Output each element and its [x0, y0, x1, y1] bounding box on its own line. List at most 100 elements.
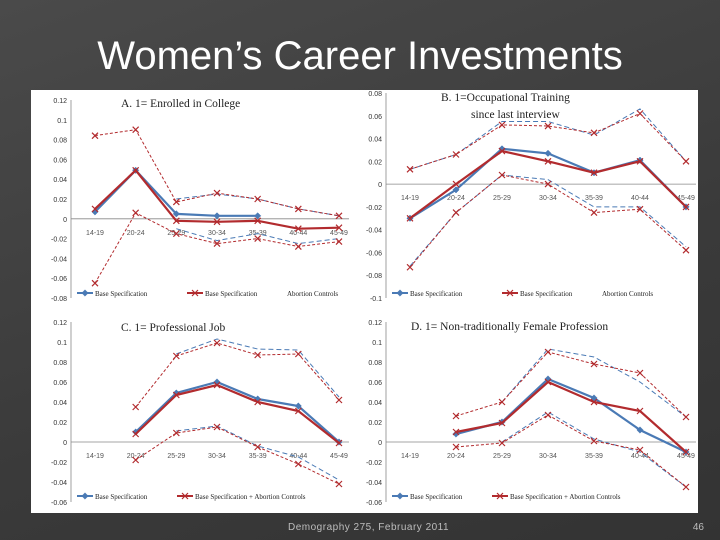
chart4-legend-abortion-marker	[496, 492, 504, 500]
chart1-ytick-label: 0.06	[53, 157, 67, 164]
chart3-abortion-ci-point	[335, 480, 343, 488]
chart2-ytick-label: 0	[378, 182, 382, 189]
chart1-legend-label: Base Specification	[205, 290, 258, 298]
chart3-series-line-abortion-ci	[135, 426, 340, 485]
chart2-ytick-label: -0.02	[366, 205, 382, 212]
chart1-abortion-point	[213, 218, 221, 226]
chart3-base-point	[294, 402, 302, 410]
chart4-abortion-ci-point	[498, 439, 506, 447]
chart1-series-line-abortion	[94, 168, 340, 230]
chart4-series-line-abortion	[455, 380, 687, 453]
chart3-abortion-ci-point	[213, 423, 221, 431]
chart3-abortion-ci-point	[172, 429, 180, 437]
chart4-ytick-label: 0.12	[368, 320, 382, 327]
chart4-x-tick-label: 14-19	[401, 453, 419, 460]
chart3-ytick-label: 0.04	[53, 400, 67, 407]
chart1-ytick-label: -0.04	[51, 256, 67, 263]
chart2-x-tick-label: 20-24	[447, 195, 465, 202]
chart3-abortion-point	[335, 439, 343, 447]
chart1-base-point	[172, 210, 180, 218]
chart2-abortion-ci-point	[544, 122, 552, 130]
chart4-abortion-point	[452, 428, 460, 436]
chart3-abortion-point	[213, 381, 221, 389]
chart3-x-tick-label: 45-49	[330, 453, 348, 460]
figure-panel: 0.12 0.1 0.08 0.06 0.04 0.02 0 -0.02 -0.04 -0.06 -…	[31, 90, 698, 513]
chart4-abortion-ci-point	[636, 369, 644, 377]
chart4-x-tick-label: 40-44	[631, 453, 649, 460]
chart3-abortion-ci-point	[172, 352, 180, 360]
chart4-abortion-ci-point	[452, 412, 460, 420]
chart2-ytick-label: -0.04	[366, 228, 382, 235]
chart2-abortion-ci-point	[452, 151, 460, 158]
chart2-abortion-ci-point	[682, 157, 690, 165]
chart3-ytick-label: -0.02	[51, 460, 67, 467]
chart2-legend-base-marker	[396, 289, 404, 297]
chart1-abortion-ci-point	[132, 209, 140, 217]
chart1-series-line-abortion-ci	[94, 212, 340, 284]
chart4-legend-base-marker	[396, 492, 404, 500]
chart4-ytick-label: 0.02	[368, 420, 382, 427]
chart2-abortion-ci-point	[406, 263, 414, 271]
chart4-abortion-ci-point	[590, 360, 598, 368]
chart4-ytick-label: 0	[378, 440, 382, 447]
chart3-ytick-label: 0.02	[53, 420, 67, 427]
chart2-abortion-point	[590, 169, 598, 177]
chart3-title: C. 1= Professional Job	[121, 322, 225, 334]
chart2-x-tick-label: 25-29	[493, 195, 511, 202]
chart4-series-line-abortion-ci	[455, 351, 687, 418]
chart4-legend-label: Base Specification + Abortion Controls	[510, 493, 621, 501]
chart4-x-tick-label: 35-39	[585, 453, 603, 460]
chart3-abortion-ci-point	[254, 351, 262, 359]
chart2-ytick-label: -0.1	[370, 296, 382, 303]
chart1-ytick-label: 0.04	[53, 177, 67, 184]
chart2-abortion-ci-point	[590, 129, 598, 137]
chart2-series-line-base-ci	[409, 174, 687, 267]
chart4-legend-label: Base Specification	[410, 493, 463, 501]
chart2-legend-label: Abortion Controls	[602, 290, 653, 298]
chart2-abortion-point	[636, 157, 644, 165]
chart2-title: B. 1=Occupational Training	[441, 92, 570, 104]
chart1-abortion-point	[294, 225, 302, 233]
chart4-abortion-point	[636, 407, 644, 415]
chart1-abortion-point	[172, 217, 180, 225]
chart1-abortion-ci-point	[132, 126, 140, 134]
chart2-x-tick-label: 35-39	[585, 195, 603, 202]
chart3-x-tick-label: 25-29	[167, 453, 185, 460]
chart3-legend-abortion-marker	[181, 492, 189, 500]
chart3-x-tick-label: 30-34	[208, 453, 226, 460]
chart3-x-tick-label: 40-44	[289, 453, 307, 460]
chart4-series-line-abortion-ci	[455, 414, 687, 488]
chart2-ytick-label: 0.06	[368, 114, 382, 121]
chart1-x-tick-label: 14-19	[86, 230, 104, 237]
chart2-abortion-point	[682, 203, 690, 211]
chart4-ytick-label: -0.04	[366, 480, 382, 487]
chart2-x-tick-label: 30-34	[539, 195, 557, 202]
chart4-ytick-label: 0.06	[368, 380, 382, 387]
chart2-abortion-ci-point	[498, 121, 506, 129]
chart4-series-line-base-ci	[501, 411, 687, 488]
chart4-title: D. 1= Non-traditionally Female Professio…	[411, 321, 608, 333]
chart2-subtitle: since last interview	[471, 109, 560, 121]
slide-title: Women’s Career Investments	[97, 34, 623, 78]
chart1-ytick-label: 0.1	[57, 118, 67, 125]
chart1-abortion-ci-point	[172, 230, 180, 238]
chart3-abortion-ci-point	[132, 403, 140, 411]
chart1-abortion-point	[335, 224, 343, 232]
chart4-x-tick-label: 20-24	[447, 453, 465, 460]
chart4-x-tick-label: 30-34	[539, 453, 557, 460]
chart1-series-line-base-ci	[176, 228, 340, 245]
chart3-abortion-ci-point	[213, 339, 221, 347]
chart4-ytick-label: -0.06	[366, 500, 382, 507]
chart1-base-point	[213, 212, 221, 220]
chart3-ytick-label: 0.08	[53, 360, 67, 367]
chart4-ytick-label: 0.04	[368, 400, 382, 407]
page-number: 46	[692, 522, 704, 533]
chart2-base-point	[452, 186, 460, 194]
chart2-base-point	[544, 149, 552, 157]
chart4-abortion-point	[498, 419, 506, 427]
chart1-abortion-point	[132, 166, 140, 174]
chart1-abortion-ci-point	[335, 238, 343, 245]
chart1-ytick-label: -0.08	[51, 296, 67, 303]
chart1-abortion-point	[254, 217, 262, 225]
chart3-series-line-abortion	[134, 383, 340, 444]
